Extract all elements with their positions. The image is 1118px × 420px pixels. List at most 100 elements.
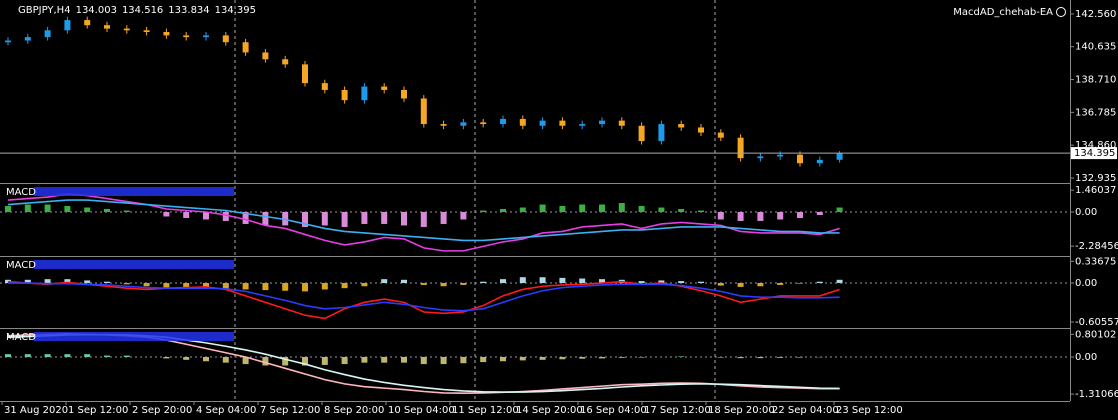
- histogram-bar: [242, 283, 249, 290]
- ohlc-value: 134.516: [122, 5, 163, 16]
- histogram-bar: [341, 212, 348, 227]
- histogram-bar: [44, 354, 51, 358]
- candle-body: [381, 86, 388, 90]
- histogram-bar: [816, 281, 823, 284]
- histogram-bar: [579, 204, 586, 213]
- y-tick-label: 0.33675: [1075, 256, 1116, 267]
- current-price-label: 134.395: [1074, 148, 1115, 159]
- histogram-bar: [242, 212, 249, 224]
- histogram-bar: [104, 281, 110, 284]
- histogram-bar: [539, 204, 546, 213]
- candle-body: [480, 122, 487, 125]
- histogram-bar: [797, 212, 803, 218]
- candle-body: [599, 120, 605, 125]
- candle-body: [737, 137, 744, 159]
- indicator-title: MACD: [6, 332, 36, 343]
- candle-body: [24, 37, 31, 41]
- histogram-bar: [757, 357, 764, 359]
- histogram-bar: [361, 283, 368, 287]
- time-label: 18 Sep 20:00: [708, 405, 775, 416]
- time-label: 14 Sep 20:00: [516, 405, 583, 416]
- y-tick-label: 136.785: [1075, 107, 1116, 118]
- histogram-bar: [222, 283, 229, 289]
- histogram-bar: [401, 212, 407, 226]
- macd-line: [7, 199, 840, 242]
- histogram-bar: [420, 212, 427, 227]
- macd-line: [7, 280, 840, 320]
- candle-body: [420, 98, 427, 125]
- y-tick-label: 0.00: [1075, 352, 1097, 363]
- histogram-bar: [262, 212, 269, 226]
- time-label: 16 Sep 04:00: [580, 405, 647, 416]
- histogram-bar: [183, 357, 190, 360]
- histogram-bar: [500, 357, 506, 362]
- histogram-bar: [302, 283, 308, 292]
- time-label: 31 Aug 2020: [4, 405, 68, 416]
- histogram-bar: [618, 357, 625, 358]
- histogram-bar: [321, 212, 328, 226]
- candle-body: [579, 124, 586, 126]
- histogram-bar: [638, 357, 645, 358]
- y-tick-label: 140.635: [1075, 42, 1116, 53]
- histogram-bar: [163, 283, 170, 289]
- candle-body: [5, 40, 11, 43]
- histogram-bar: [816, 212, 823, 215]
- candle-body: [658, 124, 665, 142]
- histogram-bar: [420, 283, 427, 285]
- period-separators: [234, 0, 716, 401]
- histogram-bar: [500, 279, 506, 284]
- histogram-bar: [282, 283, 289, 291]
- time-label: 2 Sep 20:00: [132, 405, 192, 416]
- histogram-bar: [777, 212, 784, 220]
- histogram-bar: [717, 357, 724, 358]
- histogram-bar: [123, 355, 130, 358]
- histogram-bar: [262, 357, 269, 366]
- expert-name: MacdAD_chehab-EA: [953, 7, 1053, 18]
- histogram-bar: [638, 206, 645, 213]
- candle-body: [757, 156, 764, 159]
- candle-body: [84, 20, 91, 26]
- time-label: 17 Sep 12:00: [644, 405, 711, 416]
- histogram-bar: [341, 357, 348, 365]
- time-label: 7 Sep 12:00: [260, 405, 320, 416]
- candle-body: [282, 59, 289, 65]
- candle-body: [500, 118, 506, 125]
- histogram-bar: [381, 357, 388, 363]
- histogram-bar: [599, 279, 605, 284]
- candle-body: [836, 153, 843, 160]
- histogram-bar: [777, 283, 784, 285]
- candle-body: [64, 20, 71, 31]
- histogram-bar: [737, 212, 744, 221]
- histogram-bar: [341, 283, 348, 289]
- y-tick-label: 132.935: [1075, 173, 1116, 184]
- histogram-bar: [203, 357, 209, 362]
- histogram-bar: [24, 279, 31, 284]
- candle-body: [44, 30, 51, 38]
- candle-body: [698, 127, 704, 133]
- y-tick-label: 1.46037: [1075, 185, 1116, 196]
- candle-body: [222, 35, 229, 43]
- histogram-bar: [599, 357, 605, 359]
- histogram-bar: [678, 356, 685, 358]
- params-overlay: [34, 260, 234, 269]
- y-tick-label: 142.560: [1075, 9, 1116, 20]
- histogram-bar: [183, 212, 190, 218]
- candle-body: [302, 64, 308, 84]
- histogram-bar: [361, 357, 368, 363]
- histogram-bar: [381, 212, 388, 224]
- histogram-bar: [163, 357, 170, 359]
- histogram-bar: [44, 204, 51, 213]
- histogram-bar: [559, 206, 566, 213]
- histogram-bar: [836, 279, 843, 284]
- histogram-bar: [460, 283, 467, 285]
- candle-body: [638, 125, 645, 142]
- y-tick-label: 0.00: [1075, 278, 1097, 289]
- histogram-bar: [737, 357, 744, 359]
- histogram-bar: [183, 283, 190, 289]
- histogram-bar: [717, 212, 724, 220]
- histogram-bar: [539, 277, 546, 284]
- histogram-bar: [797, 357, 803, 358]
- candle-body: [341, 89, 348, 101]
- candle-body: [618, 120, 625, 126]
- histogram-bar: [123, 283, 130, 285]
